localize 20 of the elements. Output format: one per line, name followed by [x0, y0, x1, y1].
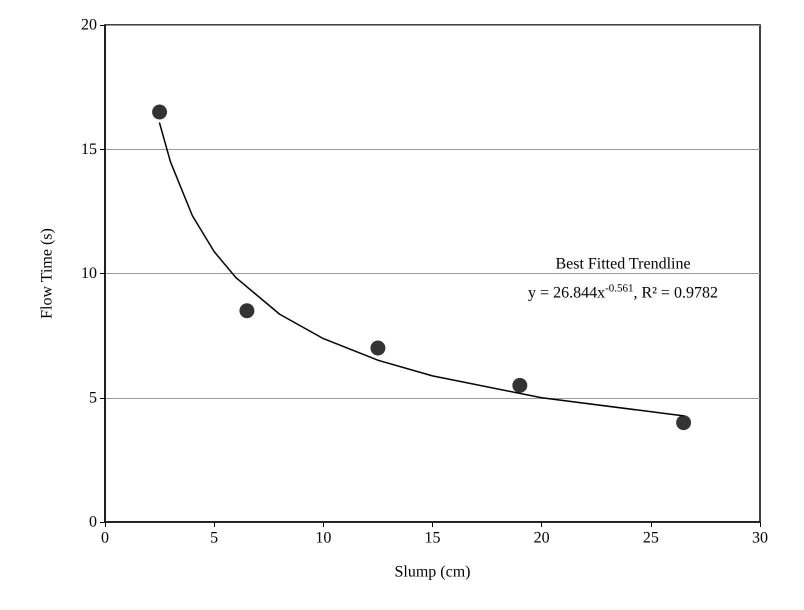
y-tick-label: 5	[89, 389, 97, 406]
x-tick-label: 30	[752, 530, 768, 546]
x-tick-label: 20	[534, 530, 550, 546]
y-tick-label: 0	[89, 514, 97, 530]
y-axis-title: Flow Time (s)	[38, 228, 56, 319]
x-tick-label: 10	[315, 530, 332, 546]
y-tick-label: 10	[81, 265, 97, 282]
annotation: Best Fitted Trendline	[555, 256, 691, 272]
point	[152, 104, 168, 120]
point	[676, 415, 692, 430]
point	[370, 340, 386, 356]
x-tick-label: 15	[424, 530, 440, 546]
x-tick-label: 5	[210, 530, 218, 546]
point	[239, 303, 254, 318]
point	[512, 378, 528, 393]
y-tick-label: 15	[81, 140, 97, 158]
y-tick-label: 20	[81, 16, 97, 34]
x-tick-label: 0	[101, 530, 109, 546]
x-axis-title: Slump (cm)	[394, 564, 470, 580]
x-tick-label: 25	[642, 530, 659, 546]
